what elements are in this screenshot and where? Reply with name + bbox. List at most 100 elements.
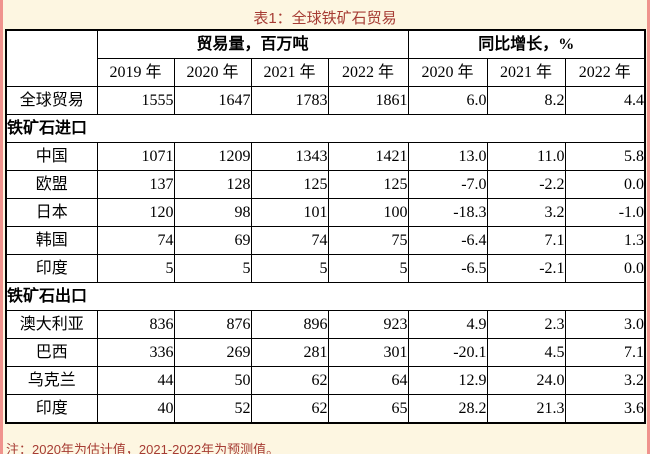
value-cell: 1555 (96, 86, 175, 115)
table-row: 澳大利亚 836 876 896 923 4.9 2.3 3.0 (5, 310, 646, 339)
value-cell: 62 (250, 394, 329, 424)
value-cell: 7.1 (564, 338, 646, 367)
value-cell: 923 (327, 310, 409, 339)
corner-cell (5, 29, 98, 87)
value-cell: 2.3 (486, 310, 566, 339)
value-cell: 69 (173, 226, 252, 255)
row-label: 巴西 (5, 338, 98, 367)
row-label: 韩国 (5, 226, 98, 255)
value-cell: 21.3 (486, 394, 566, 424)
value-cell: -6.4 (407, 226, 488, 255)
iron-ore-trade-table: 贸易量，百万吨 同比增长，% 2019 年 2020 年 2021 年 2022… (5, 29, 647, 424)
group-header-row: 贸易量，百万吨 同比增长，% (5, 29, 646, 87)
value-cell: 28.2 (407, 394, 488, 424)
year-header: 2020 年 (407, 58, 488, 87)
value-cell: 0.0 (564, 170, 646, 199)
value-cell: 98 (173, 198, 252, 227)
value-cell: 12.9 (407, 366, 488, 395)
row-label: 印度 (5, 394, 98, 424)
row-label: 日本 (5, 198, 98, 227)
section-label: 铁矿石出口 (5, 282, 646, 311)
value-cell: -2.2 (486, 170, 566, 199)
value-cell: 50 (173, 366, 252, 395)
year-header: 2022 年 (327, 58, 409, 87)
table-row: 印度 40 52 62 65 28.2 21.3 3.6 (5, 394, 646, 424)
value-cell: 1343 (250, 142, 329, 171)
value-cell: 1861 (327, 86, 409, 115)
volume-group-header: 贸易量，百万吨 (96, 29, 409, 59)
value-cell: 13.0 (407, 142, 488, 171)
value-cell: 11.0 (486, 142, 566, 171)
left-edge-strip (0, 0, 3, 454)
value-cell: -1.0 (564, 198, 646, 227)
section-row: 铁矿石进口 (5, 114, 646, 143)
row-label: 中国 (5, 142, 98, 171)
value-cell: 281 (250, 338, 329, 367)
value-cell: 44 (96, 366, 175, 395)
value-cell: 8.2 (486, 86, 566, 115)
table-row: 中国 1071 1209 1343 1421 13.0 11.0 5.8 (5, 142, 646, 171)
value-cell: 269 (173, 338, 252, 367)
value-cell: -18.3 (407, 198, 488, 227)
year-header: 2020 年 (173, 58, 252, 87)
table-row: 全球贸易 1555 1647 1783 1861 6.0 8.2 4.4 (5, 86, 646, 115)
table-row: 巴西 336 269 281 301 -20.1 4.5 7.1 (5, 338, 646, 367)
value-cell: 1647 (173, 86, 252, 115)
value-cell: 74 (96, 226, 175, 255)
value-cell: 40 (96, 394, 175, 424)
row-label: 欧盟 (5, 170, 98, 199)
value-cell: 62 (250, 366, 329, 395)
value-cell: 876 (173, 310, 252, 339)
value-cell: 3.0 (564, 310, 646, 339)
value-cell: 301 (327, 338, 409, 367)
value-cell: 1071 (96, 142, 175, 171)
table-row: 欧盟 137 128 125 125 -7.0 -2.2 0.0 (5, 170, 646, 199)
table-title: 表1：全球铁矿石贸易 (253, 10, 397, 27)
right-edge-strip (647, 0, 650, 454)
value-cell: 5.8 (564, 142, 646, 171)
value-cell: 24.0 (486, 366, 566, 395)
value-cell: 5 (173, 254, 252, 283)
value-cell: 100 (327, 198, 409, 227)
value-cell: 4.9 (407, 310, 488, 339)
table-row: 韩国 74 69 74 75 -6.4 7.1 1.3 (5, 226, 646, 255)
value-cell: 6.0 (407, 86, 488, 115)
value-cell: 1421 (327, 142, 409, 171)
value-cell: 5 (250, 254, 329, 283)
value-cell: 101 (250, 198, 329, 227)
year-header-row: 2019 年 2020 年 2021 年 2022 年 2020 年 2021 … (6, 58, 646, 87)
growth-group-header: 同比增长，% (407, 29, 646, 59)
value-cell: 125 (250, 170, 329, 199)
value-cell: 4.4 (564, 86, 646, 115)
value-cell: 1209 (173, 142, 252, 171)
value-cell: -7.0 (407, 170, 488, 199)
value-cell: 1783 (250, 86, 329, 115)
value-cell: 3.6 (564, 394, 646, 424)
value-cell: 4.5 (486, 338, 566, 367)
value-cell: 52 (173, 394, 252, 424)
value-cell: 65 (327, 394, 409, 424)
year-header: 2019 年 (96, 58, 175, 87)
year-header: 2021 年 (486, 58, 566, 87)
value-cell: 64 (327, 366, 409, 395)
value-cell: 3.2 (564, 366, 646, 395)
value-cell: -6.5 (407, 254, 488, 283)
row-label: 乌克兰 (5, 366, 98, 395)
value-cell: 7.1 (486, 226, 566, 255)
row-label: 全球贸易 (5, 86, 98, 115)
value-cell: 896 (250, 310, 329, 339)
value-cell: 75 (327, 226, 409, 255)
value-cell: 120 (96, 198, 175, 227)
year-header: 2022 年 (564, 58, 646, 87)
value-cell: 336 (96, 338, 175, 367)
row-label: 印度 (5, 254, 98, 283)
value-cell: 128 (173, 170, 252, 199)
footnote: 注：2020年为估计值，2021-2022年为预测值。 (6, 442, 280, 454)
section-label: 铁矿石进口 (5, 114, 646, 143)
table-row: 日本 120 98 101 100 -18.3 3.2 -1.0 (5, 198, 646, 227)
value-cell: 125 (327, 170, 409, 199)
value-cell: 5 (96, 254, 175, 283)
value-cell: 3.2 (486, 198, 566, 227)
section-row: 铁矿石出口 (5, 282, 646, 311)
